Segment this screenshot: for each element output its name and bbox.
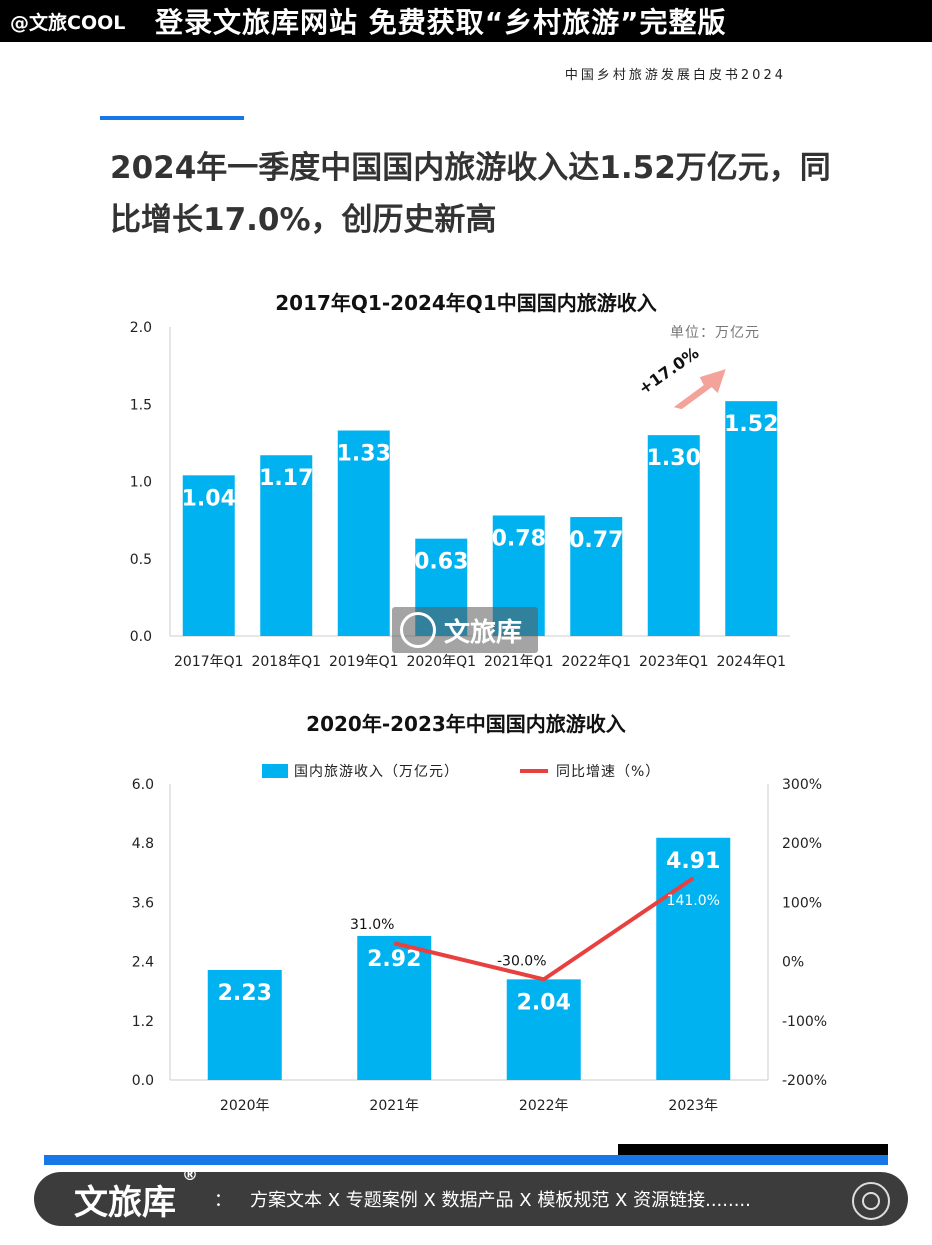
chart1-bar: [182, 475, 235, 636]
chart2-bar-label: 2.23: [218, 981, 272, 1006]
chart1-category-label: 2018年Q1: [251, 654, 321, 670]
watermark-text: 文旅库: [444, 617, 523, 648]
chart1-bar-label: 1.33: [337, 442, 391, 467]
wenlvku-logo-icon: [852, 1182, 890, 1220]
chart1-bar: [260, 455, 313, 636]
footer-brand: 文旅库 ®: [34, 1165, 198, 1224]
promo-text: 登录文旅库网站 免费获取“乡村旅游”完整版: [155, 6, 727, 39]
chart1-bar: [570, 517, 623, 636]
chart1-y-tick: 0.0: [130, 629, 152, 645]
chart2-legend-bar-swatch: [262, 764, 288, 778]
chart2-category-label: 2021年: [369, 1098, 419, 1114]
chart1-y-tick: 0.5: [130, 552, 152, 568]
headline-line-1: 2024年一季度中国国内旅游收入达1.52万亿元，同: [110, 150, 831, 186]
chart2-left-tick: 4.8: [132, 836, 154, 852]
chart2-bar: [207, 969, 282, 1080]
chart1-title: 2017年Q1-2024年Q1中国国内旅游收入: [275, 291, 657, 315]
chart1-growth-annotation: +17.0%: [635, 343, 702, 398]
footer-black-line: [618, 1144, 888, 1155]
chart1-bar-label: 0.78: [492, 526, 546, 551]
headline-line-2: 比增长17.0%，创历史新高: [110, 202, 497, 238]
chart2-title: 2020年-2023年中国国内旅游收入: [306, 712, 626, 736]
chart2-left-tick: 2.4: [132, 955, 154, 971]
top-banner: @文旅COOL 登录文旅库网站 免费获取“乡村旅游”完整版: [0, 0, 932, 42]
footer-tags: 方案文本 X 专题案例 X 数据产品 X 模板规范 X 资源链接........: [250, 1190, 751, 1211]
chart2-bar: [357, 935, 432, 1080]
chart1-bar-label: 0.77: [569, 528, 623, 553]
chart1-bar: [725, 401, 778, 636]
chart2-left-tick: 6.0: [132, 777, 154, 793]
chart2-left-tick: 0.0: [132, 1073, 154, 1089]
account-handle: @文旅COOL: [10, 11, 126, 34]
registered-mark: ®: [182, 1164, 198, 1184]
chart1-category-label: 2024年Q1: [716, 654, 786, 670]
chart2: 0.0 1.2 2.4 3.6 4.8 6.0 -200% -100% 0% 100% 200% 30…: [132, 764, 827, 1114]
chart2-bar-label: 2.04: [517, 990, 571, 1015]
chart1-y-tick: 1.0: [130, 475, 152, 491]
chart2-bar: [506, 979, 581, 1080]
chart1-y-tick: 1.5: [130, 397, 152, 413]
chart2-bar-label: 4.91: [666, 849, 720, 874]
footer-brand-text: 文旅库: [74, 1182, 176, 1223]
chart2-bar: [656, 837, 731, 1080]
wenlvku-logo-icon: [400, 612, 436, 648]
chart2-category-label: 2022年: [519, 1098, 569, 1114]
chart1-bar: [647, 435, 700, 636]
chart1-category-label: 2019年Q1: [329, 654, 399, 670]
chart2-right-tick: 0%: [782, 955, 804, 971]
chart1-category-label: 2020年Q1: [406, 654, 476, 670]
chart2-growth-label: 141.0%: [667, 893, 720, 909]
chart2-category-label: 2020年: [220, 1098, 270, 1114]
footer-bar: 文旅库 ® ： 方案文本 X 专题案例 X 数据产品 X 模板规范 X 资源链接.…: [34, 1165, 908, 1226]
accent-line: [100, 116, 244, 120]
chart1-bar-label: 1.04: [182, 486, 236, 511]
chart2-growth-label: -30.0%: [497, 953, 547, 969]
chart1-bar-label: 1.17: [259, 466, 313, 491]
footer-colon: ：: [214, 1190, 232, 1211]
chart2-right-tick: -200%: [782, 1073, 827, 1089]
chart1-bar-label: 0.63: [414, 550, 468, 575]
chart1-y-tick: 2.0: [130, 320, 152, 336]
chart1-category-label: 2022年Q1: [561, 654, 631, 670]
watermark: 文旅库: [392, 607, 538, 653]
document-subtitle: 中国乡村旅游发展白皮书2024: [564, 68, 786, 83]
chart1-unit-note: 单位：万亿元: [670, 325, 760, 341]
chart2-right-tick: 100%: [782, 895, 822, 911]
chart2-right-tick: 200%: [782, 836, 822, 852]
chart1-bar: [337, 430, 390, 636]
page-headline: 2024年一季度中国国内旅游收入达1.52万亿元，同 比增长17.0%，创历史新…: [110, 142, 870, 246]
chart1-category-label: 2017年Q1: [174, 654, 244, 670]
chart2-legend-line-label: 同比增速（%）: [556, 764, 660, 780]
chart1-category-label: 2023年Q1: [639, 654, 709, 670]
chart2-right-tick: 300%: [782, 777, 822, 793]
chart1-bar-label: 1.30: [647, 446, 701, 471]
chart2-right-tick: -100%: [782, 1014, 827, 1030]
chart2-growth-line: [393, 876, 695, 982]
footer-blue-line: [44, 1155, 888, 1165]
chart1-growth-arrow: [673, 369, 726, 410]
chart2-category-label: 2023年: [668, 1098, 718, 1114]
chart1-category-label: 2021年Q1: [484, 654, 554, 670]
chart2-left-tick: 1.2: [132, 1014, 154, 1030]
chart2-legend-bar-label: 国内旅游收入（万亿元）: [294, 764, 459, 780]
chart1-bar-label: 1.52: [724, 412, 778, 437]
chart2-growth-label: 31.0%: [350, 917, 394, 933]
chart2-left-tick: 3.6: [132, 895, 154, 911]
chart2-bar-label: 2.92: [367, 947, 421, 972]
